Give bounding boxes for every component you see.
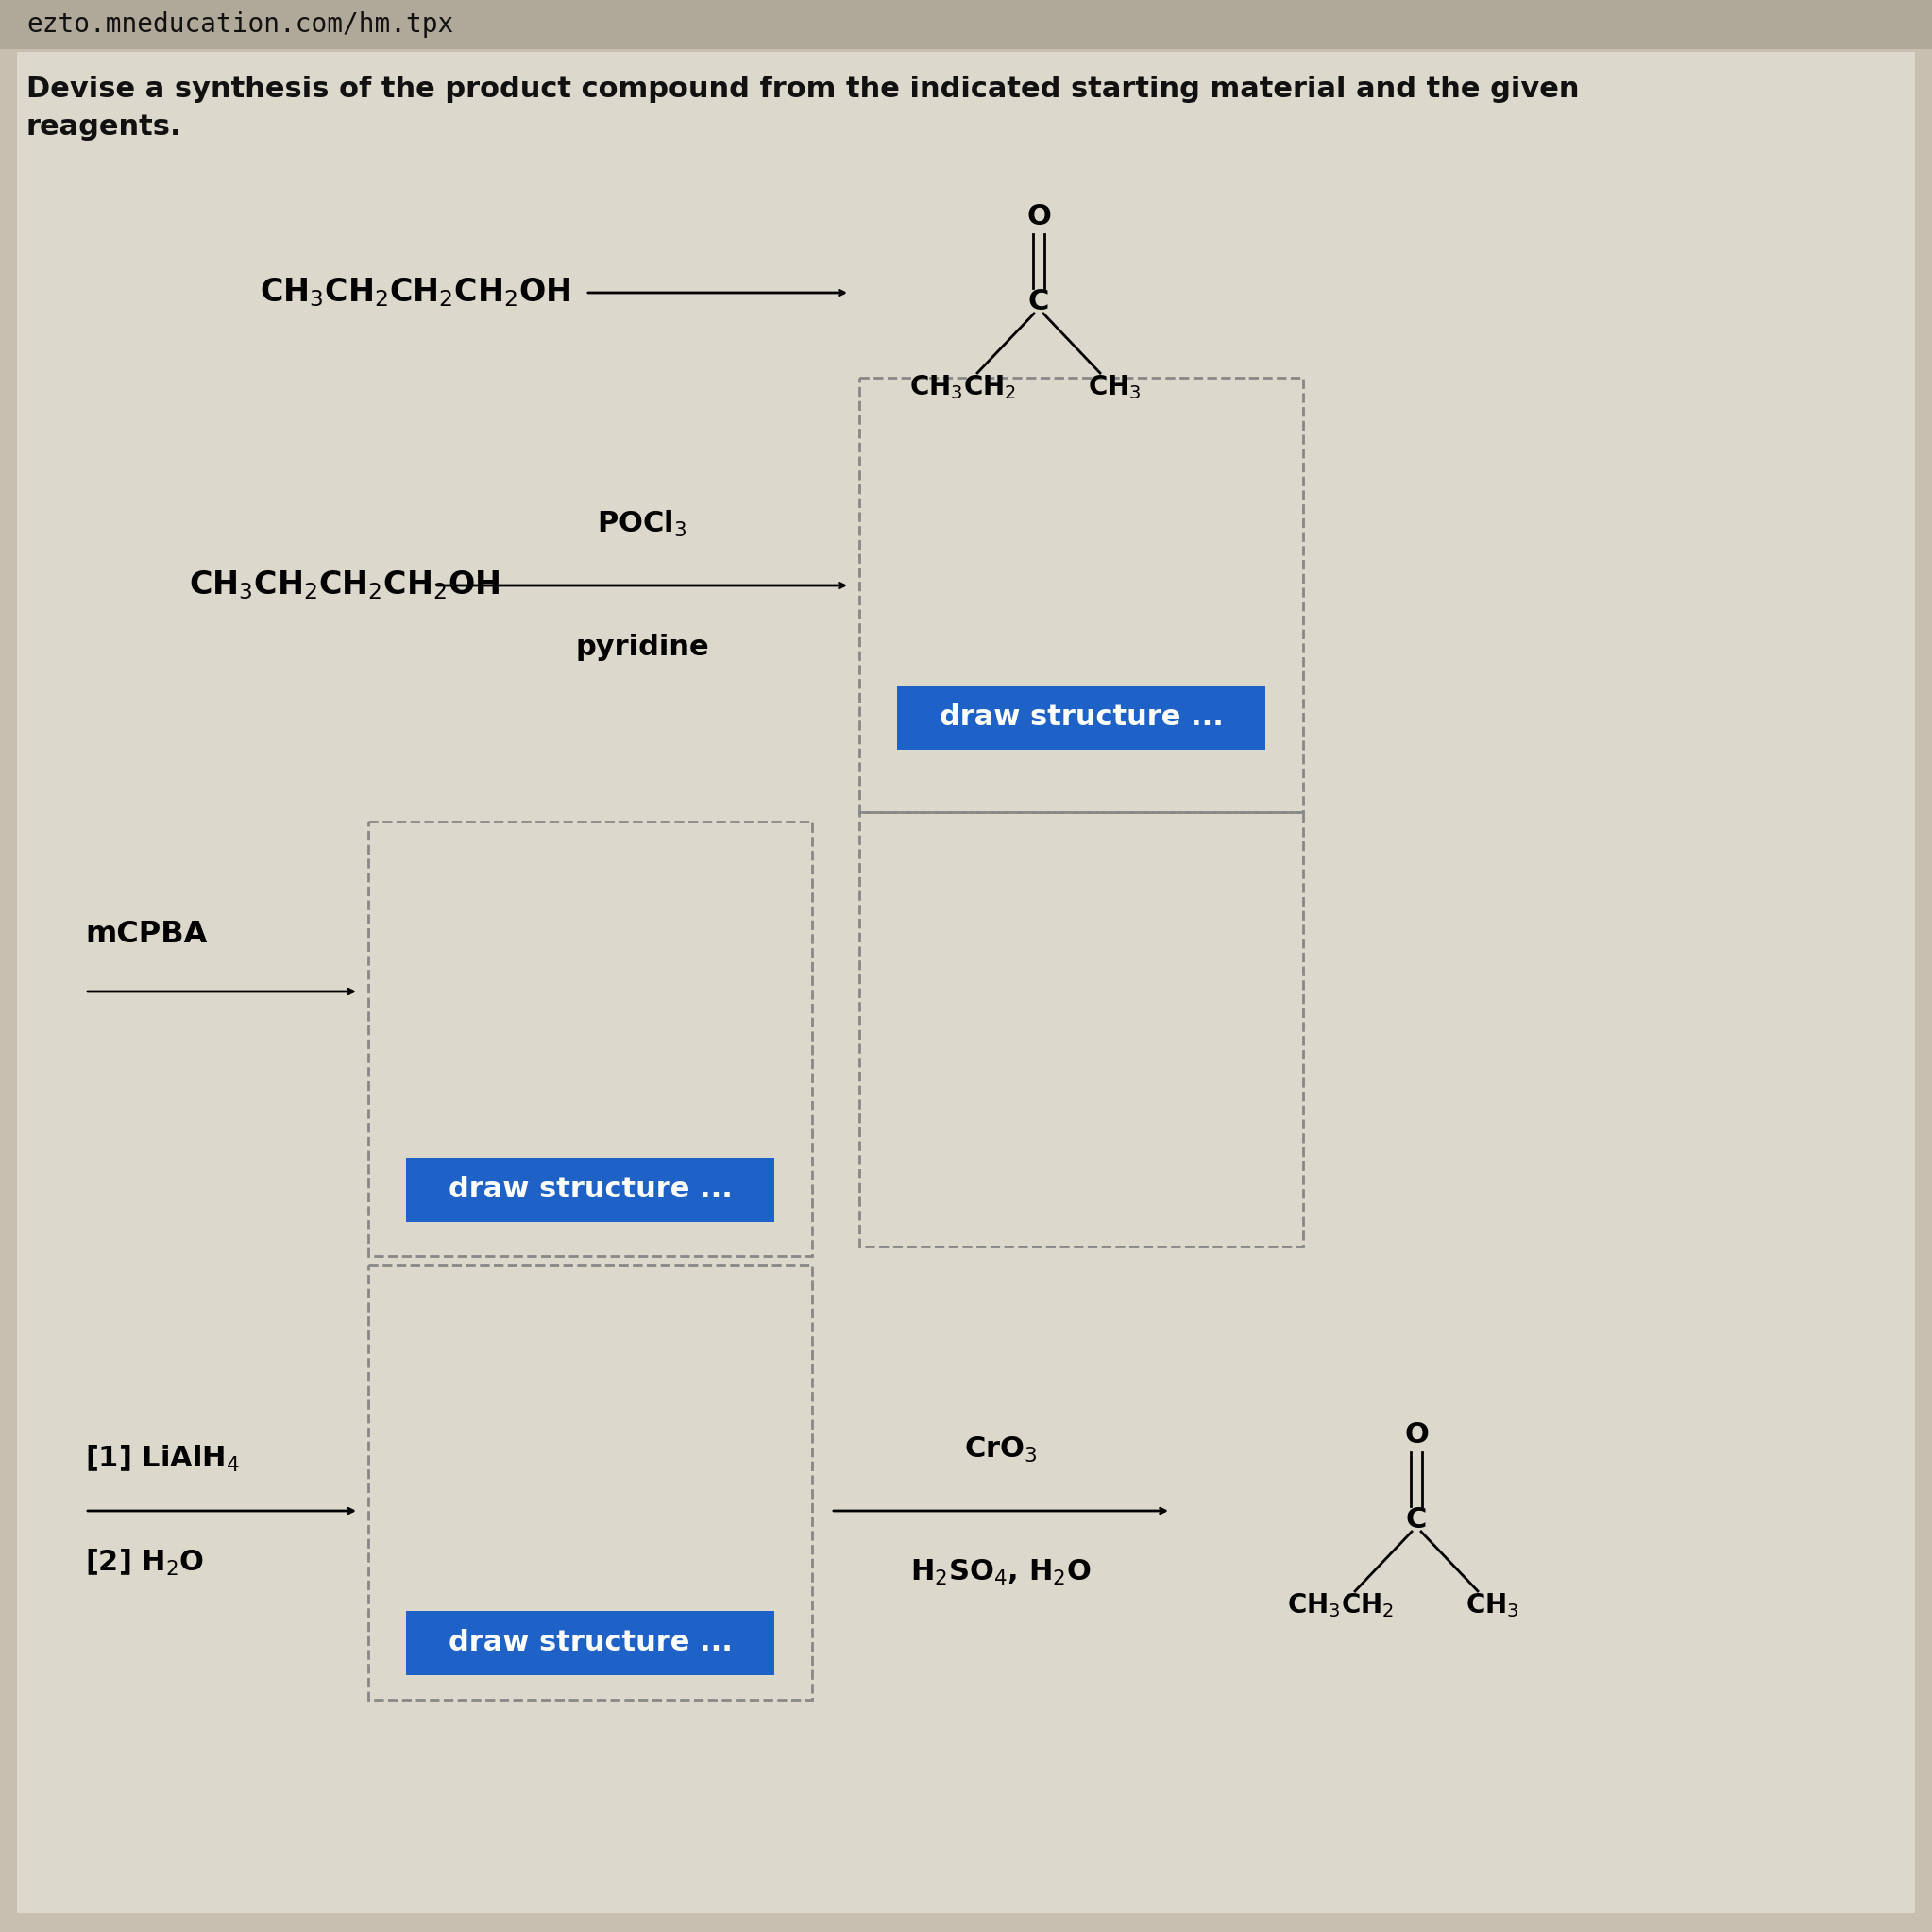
Text: CH$_3$CH$_2$CH$_2$CH$_2$OH: CH$_3$CH$_2$CH$_2$CH$_2$OH bbox=[189, 570, 500, 603]
Text: CH$_3$: CH$_3$ bbox=[1088, 373, 1142, 402]
Text: CH$_3$CH$_2$: CH$_3$CH$_2$ bbox=[910, 373, 1016, 402]
Text: pyridine: pyridine bbox=[576, 634, 709, 661]
Text: POCl$_3$: POCl$_3$ bbox=[597, 508, 688, 539]
Text: C: C bbox=[1028, 288, 1049, 315]
Text: C: C bbox=[1406, 1507, 1428, 1534]
Text: O: O bbox=[1405, 1422, 1428, 1449]
Bar bbox=[860, 811, 1302, 1246]
Text: [1] LiAlH$_4$: [1] LiAlH$_4$ bbox=[85, 1443, 240, 1474]
Text: CrO$_3$: CrO$_3$ bbox=[964, 1435, 1037, 1464]
Bar bbox=[369, 1265, 811, 1700]
Text: draw structure ...: draw structure ... bbox=[939, 703, 1223, 732]
Bar bbox=[0, 0, 1932, 48]
Text: H$_2$SO$_4$, H$_2$O: H$_2$SO$_4$, H$_2$O bbox=[910, 1557, 1092, 1586]
Bar bbox=[406, 1157, 775, 1221]
Bar bbox=[860, 379, 1302, 811]
Text: mCPBA: mCPBA bbox=[85, 920, 207, 949]
Text: draw structure ...: draw structure ... bbox=[448, 1177, 732, 1204]
Text: [2] H$_2$O: [2] H$_2$O bbox=[85, 1548, 205, 1578]
Text: ezto.mneducation.com/hm.tpx: ezto.mneducation.com/hm.tpx bbox=[27, 12, 454, 39]
Text: Devise a synthesis of the product compound from the indicated starting material : Devise a synthesis of the product compou… bbox=[27, 75, 1578, 102]
Bar bbox=[896, 686, 1265, 750]
Text: CH$_3$: CH$_3$ bbox=[1464, 1592, 1519, 1619]
Bar bbox=[369, 821, 811, 1256]
Text: CH$_3$CH$_2$: CH$_3$CH$_2$ bbox=[1287, 1592, 1395, 1619]
Text: O: O bbox=[1026, 203, 1051, 232]
Text: draw structure ...: draw structure ... bbox=[448, 1629, 732, 1658]
Text: CH$_3$CH$_2$CH$_2$CH$_2$OH: CH$_3$CH$_2$CH$_2$CH$_2$OH bbox=[261, 276, 572, 309]
Bar bbox=[406, 1611, 775, 1675]
Text: reagents.: reagents. bbox=[27, 114, 182, 141]
